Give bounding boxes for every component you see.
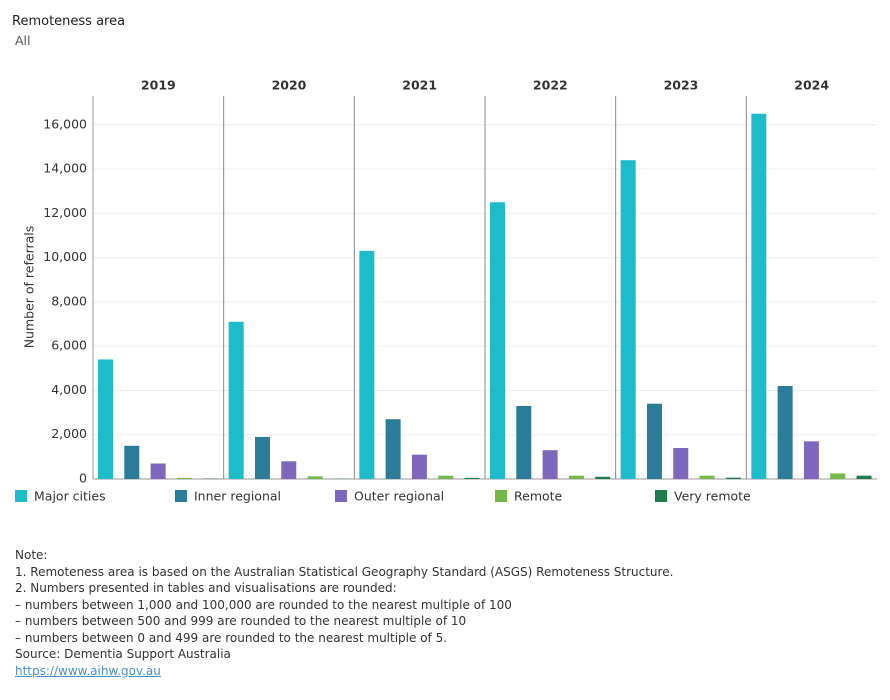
note-line: – numbers between 1,000 and 100,000 are … — [15, 597, 512, 612]
y-tick-label: 12,000 — [43, 205, 87, 220]
note-line: Source: Dementia Support Australia — [15, 647, 231, 661]
bar — [620, 160, 636, 479]
bar — [803, 441, 819, 479]
bar — [595, 476, 611, 479]
y-tick-label: 8,000 — [51, 293, 87, 308]
panel-header: 2023 — [664, 78, 699, 93]
bar — [725, 477, 741, 479]
note-line: Note: — [15, 548, 48, 562]
y-tick-label: 10,000 — [43, 249, 87, 264]
bar — [150, 463, 166, 479]
bar — [646, 403, 662, 479]
bar — [307, 476, 323, 479]
note-line: – numbers between 500 and 999 are rounde… — [15, 614, 467, 628]
bar — [856, 475, 872, 479]
legend-swatch — [655, 490, 667, 502]
legend-label: Remote — [514, 489, 563, 504]
legend-label: Very remote — [674, 489, 751, 504]
panel-header: 2021 — [402, 78, 437, 93]
legend-swatch — [495, 490, 507, 502]
note-line: 2. Numbers presented in tables and visua… — [15, 581, 397, 595]
note-line: – numbers between 0 and 499 are rounded … — [15, 630, 448, 645]
filter-value[interactable]: All — [15, 33, 31, 48]
bar — [699, 475, 715, 479]
bar — [464, 477, 480, 479]
panel-header: 2022 — [533, 78, 568, 93]
bar — [438, 475, 454, 479]
bar — [254, 436, 270, 479]
bar — [777, 386, 793, 479]
bar — [124, 445, 140, 479]
bar — [411, 454, 427, 479]
bar — [490, 202, 505, 479]
bar — [228, 321, 244, 479]
panel-header: 2024 — [794, 78, 829, 93]
y-tick-label: 2,000 — [51, 426, 87, 441]
bar — [176, 477, 192, 479]
bar — [385, 419, 401, 479]
bar — [359, 250, 375, 479]
legend-swatch — [335, 490, 347, 502]
legend-label: Inner regional — [194, 489, 281, 504]
filter-label: Remoteness area — [12, 14, 126, 29]
chart: Number of referrals 0 2,000 4,000 6,000 8,00… — [15, 78, 877, 504]
legend-label: Outer regional — [354, 489, 444, 504]
y-tick-label: 6,000 — [51, 338, 87, 353]
bar — [281, 461, 297, 479]
bar — [830, 473, 846, 479]
bar — [568, 475, 584, 479]
legend-label: Major cities — [34, 489, 106, 504]
y-axis-label: Number of referrals — [22, 226, 37, 349]
bar — [673, 448, 689, 479]
y-tick-label: 14,000 — [43, 161, 87, 176]
notes: Note: 1. Remoteness area is based on the … — [15, 547, 673, 679]
panel-header: 2020 — [272, 78, 307, 93]
source-link[interactable]: https://www.aihw.gov.au — [15, 663, 161, 678]
bar — [542, 450, 558, 479]
bar — [751, 113, 767, 479]
bar — [98, 359, 113, 479]
y-tick-label: 16,000 — [43, 116, 87, 131]
legend-swatch — [15, 490, 27, 502]
panel-header: 2019 — [141, 78, 176, 93]
legend-swatch — [175, 490, 187, 502]
note-line: 1. Remoteness area is based on the Austr… — [15, 564, 674, 579]
y-tick-label: 0 — [79, 471, 87, 486]
y-tick-label: 4,000 — [51, 382, 87, 397]
bar — [516, 405, 532, 479]
